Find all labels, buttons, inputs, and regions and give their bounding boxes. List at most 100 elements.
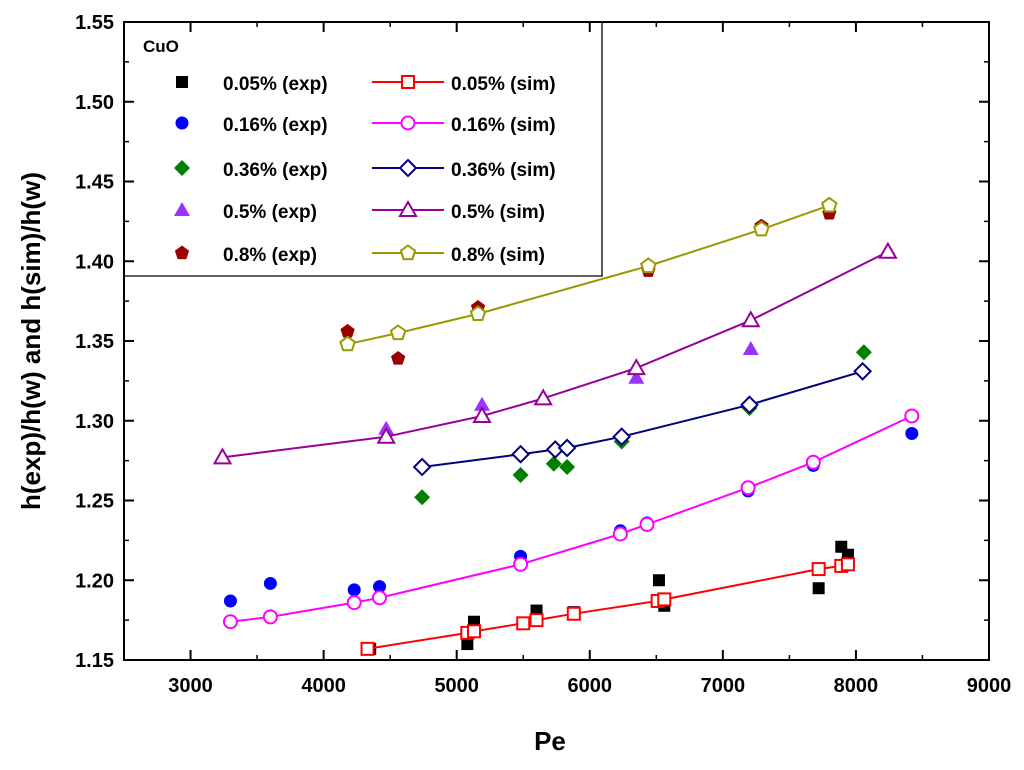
legend-label-exp: 0.5% (exp): [223, 202, 317, 223]
legend-marker-sim: [401, 75, 415, 89]
data-point-sim: [412, 457, 432, 477]
data-point-sim: [612, 427, 632, 447]
legend-label-sim: 0.16% (sim): [451, 115, 556, 136]
x-tick-label: 7000: [701, 675, 746, 697]
series-sim: [212, 241, 898, 465]
legend-border: [124, 22, 603, 277]
data-point-exp: [373, 580, 387, 594]
legend-marker-exp: [174, 245, 190, 260]
y-axis-label: h(exp)/h(w) and h(sim)/h(w): [16, 172, 46, 510]
series-line: [347, 204, 830, 346]
data-point-sim: [262, 609, 278, 625]
data-point-sim: [376, 426, 396, 444]
y-tick-label: 1.50: [75, 92, 114, 114]
data-point-exp: [391, 351, 406, 365]
data-point-sim: [529, 613, 544, 628]
legend-marker-sim: [400, 115, 416, 131]
data-point-exp: [855, 344, 872, 361]
x-tick-label: 6000: [568, 675, 613, 697]
series-line: [367, 563, 849, 650]
legend-marker-exp: [176, 76, 188, 88]
legend-label-sim: 0.36% (sim): [451, 160, 556, 181]
data-point-sim: [557, 438, 577, 458]
x-tick-label: 9000: [967, 675, 1012, 697]
data-point-sim: [805, 454, 821, 470]
data-point-sim: [878, 241, 898, 259]
data-point-exp: [512, 467, 529, 483]
legend-label-exp: 0.8% (exp): [223, 245, 317, 266]
series-sim: [339, 196, 838, 352]
series-exp: [223, 427, 919, 608]
data-point-exp: [559, 459, 576, 475]
data-point-sim: [346, 595, 362, 611]
y-tick-label: 1.45: [75, 172, 114, 194]
legend-marker-exp: [174, 160, 190, 176]
x-tick-label: 3000: [168, 675, 213, 697]
axes: 3000 4000 5000 6000 7000 8000 9000 1.15 1.20 1.25…: [75, 12, 1011, 697]
data-point-sim: [222, 614, 238, 630]
x-tick-label: 8000: [834, 675, 879, 697]
data-point-sim: [339, 335, 356, 352]
data-point-sim: [904, 408, 920, 424]
series-sim: [222, 408, 920, 630]
legend-label-exp: 0.36% (exp): [223, 160, 328, 181]
data-point-sim: [511, 444, 531, 464]
y-tick-label: 1.30: [75, 411, 114, 433]
series-sim: [360, 557, 855, 656]
data-point-exp: [905, 427, 919, 441]
data-point-sim: [840, 557, 855, 572]
data-point-sim: [533, 388, 553, 406]
series-exp: [378, 341, 759, 435]
data-point-sim: [753, 220, 770, 237]
data-point-exp: [263, 576, 277, 590]
data-point-sim: [513, 556, 529, 572]
legend-label-exp: 0.16% (exp): [223, 115, 328, 136]
data-point-sim: [566, 606, 581, 621]
data-point-sim: [372, 590, 388, 606]
data-point-exp: [461, 638, 474, 651]
legend-label-sim: 0.8% (sim): [451, 245, 545, 266]
legend-marker-exp: [174, 202, 190, 216]
y-tick-label: 1.25: [75, 491, 114, 513]
series-line: [222, 250, 889, 459]
y-tick-label: 1.15: [75, 650, 114, 672]
legend-marker-exp: [175, 116, 189, 130]
data-point-exp: [812, 582, 825, 595]
legend-label-sim: 0.5% (sim): [451, 202, 545, 223]
series-sim: [412, 361, 873, 477]
legend-marker-sim: [398, 158, 418, 178]
data-point-exp: [347, 583, 361, 597]
data-point-sim: [811, 562, 826, 577]
x-tick-label: 5000: [434, 675, 479, 697]
data-point-sim: [740, 480, 756, 496]
data-point-sim: [821, 196, 838, 213]
data-point-sim: [466, 624, 481, 639]
data-point-sim: [657, 592, 672, 607]
y-tick-label: 1.55: [75, 12, 114, 34]
data-point-sim: [639, 516, 655, 532]
data-point-sim: [626, 358, 647, 376]
data-point-sim: [640, 257, 657, 274]
data-point-sim: [360, 641, 375, 656]
y-tick-label: 1.40: [75, 251, 114, 273]
x-tick-label: 4000: [301, 675, 346, 697]
legend-marker-sim: [398, 199, 418, 217]
legend-title: CuO: [143, 37, 179, 56]
data-point-sim: [516, 616, 531, 631]
data-point-sim: [212, 447, 233, 465]
data-point-sim: [740, 395, 759, 415]
data-point-exp: [414, 489, 431, 506]
data-point-sim: [469, 305, 487, 321]
data-point-exp: [340, 323, 355, 338]
legend-marker-sim: [399, 244, 417, 261]
data-point-exp: [628, 369, 645, 384]
legend-label-sim: 0.05% (sim): [451, 74, 556, 95]
data-point-exp: [474, 396, 490, 411]
plot-series: [212, 196, 920, 656]
series-exp: [414, 344, 872, 506]
data-point-sim: [472, 405, 492, 423]
y-tick-label: 1.20: [75, 570, 114, 592]
series-line: [230, 415, 913, 623]
